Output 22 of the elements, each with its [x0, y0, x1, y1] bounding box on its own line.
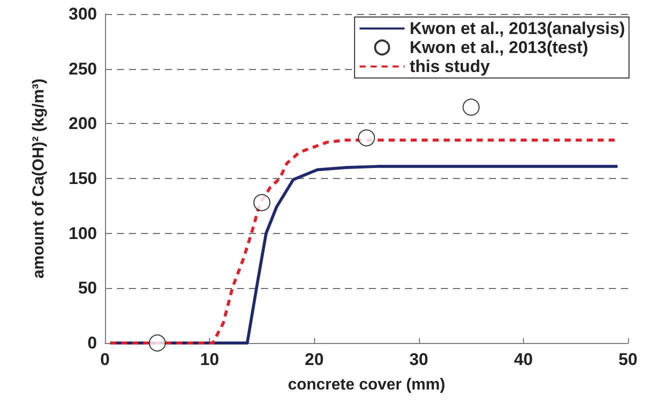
x-tick-label: 10 — [200, 350, 220, 369]
legend-label: this study — [410, 57, 490, 76]
legend-label: Kwon et al., 2013(analysis) — [410, 19, 625, 38]
x-tick-label: 50 — [618, 350, 638, 369]
y-tick-label: 150 — [68, 169, 97, 188]
y-tick-label: 0 — [88, 334, 97, 352]
y-tick-label: 250 — [68, 59, 97, 78]
x-tick-label: 0 — [100, 350, 110, 369]
y-tick-label: 300 — [68, 4, 97, 24]
point — [358, 129, 375, 146]
x-tick-label: 30 — [409, 350, 428, 369]
point — [253, 194, 270, 212]
x-tick-label: 20 — [304, 350, 324, 369]
point — [148, 334, 166, 352]
x-tick-label: 40 — [514, 350, 533, 369]
y-tick-label: 50 — [78, 278, 97, 298]
legend-label: Kwon et al., 2013(test) — [410, 38, 588, 57]
y-tick-label: 200 — [68, 114, 97, 134]
y-axis-title: amount of Ca(OH)² (kg/m³) — [30, 78, 48, 278]
point — [462, 98, 480, 116]
x-axis-title: concrete cover (mm) — [288, 376, 446, 394]
y-tick-label: 100 — [68, 224, 97, 243]
